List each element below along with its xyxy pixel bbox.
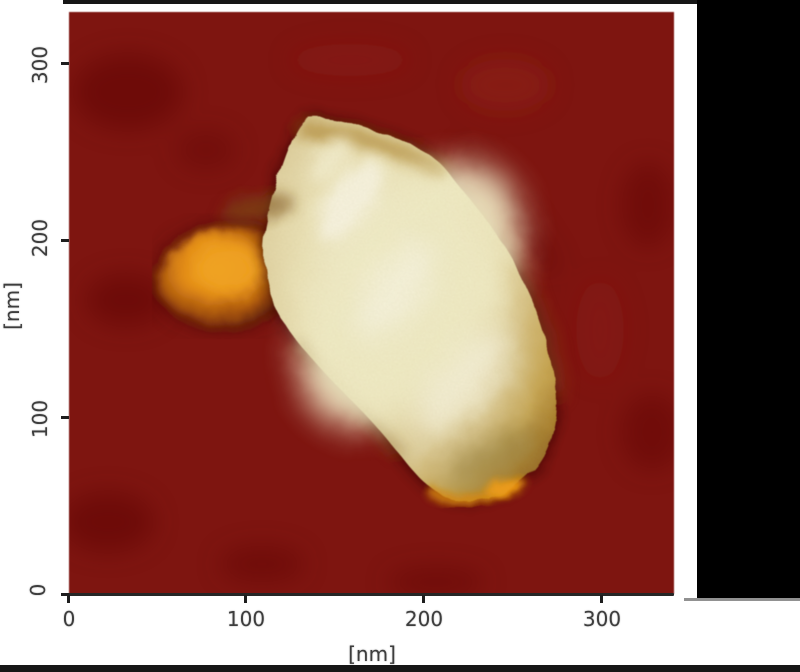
y-tick-mark [61,593,69,596]
y-tick-mark [61,239,69,242]
x-tick-label-200: 200 [404,607,444,631]
x-tick-mark [67,595,70,603]
afm-image [69,12,674,594]
top-letterbox-strip [63,0,800,4]
y-tick-label-100: 100 [28,399,52,439]
x-tick-label-0: 0 [62,607,76,631]
y-tick-mark [61,416,69,419]
right-letterbox-bar [697,0,800,599]
y-tick-mark [61,62,69,65]
y-tick-label-0: 0 [26,583,50,597]
bottom-letterbox-strip [0,665,800,672]
y-tick-label-300: 300 [28,45,52,85]
x-axis-line [66,593,674,596]
y-axis-label: [nm] [0,282,24,330]
x-tick-mark [600,595,603,603]
right-bar-bottom-line [684,598,800,601]
x-tick-label-300: 300 [582,607,622,631]
side-lobe [157,227,288,325]
x-axis-label: [nm] [348,642,396,666]
x-tick-mark [244,595,247,603]
x-tick-mark [422,595,425,603]
y-tick-label-200: 200 [28,218,52,258]
x-tick-label-100: 100 [226,607,266,631]
